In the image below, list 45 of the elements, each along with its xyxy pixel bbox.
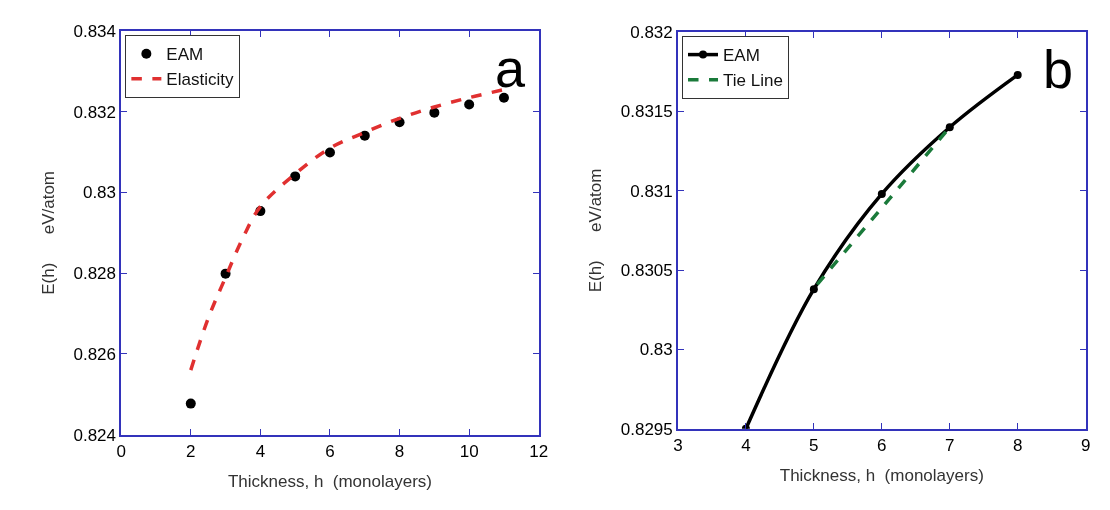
y-tick-label: 0.8315	[620, 102, 673, 122]
x-tick-label: 12	[529, 441, 549, 461]
x-tick-label: 7	[945, 435, 955, 455]
y-tick-label: 0.824	[73, 425, 117, 445]
legend-label: EAM	[723, 46, 760, 66]
x-tick-label: 5	[809, 435, 819, 455]
x-tick-label: 6	[325, 441, 335, 461]
x-tick-label: 10	[459, 441, 479, 461]
y-tick-label: 0.83	[82, 183, 117, 203]
y-axis-title: E(h) eV/atom	[585, 168, 605, 293]
y-tick-label: 0.83	[639, 340, 673, 360]
y-tick-label: 0.826	[73, 344, 117, 364]
legend-label: Elasticity	[166, 70, 234, 90]
point	[464, 99, 475, 110]
annotation: a	[495, 38, 526, 98]
point	[1013, 70, 1022, 79]
point	[324, 147, 335, 158]
point	[809, 285, 818, 294]
y-tick-label: 0.832	[73, 102, 117, 122]
y-tick-label: 0.831	[630, 181, 673, 201]
x-tick-label: 6	[877, 435, 887, 455]
legend-label: EAM	[166, 45, 204, 65]
x-tick-label: 4	[741, 435, 751, 455]
y-axis-title: E(h) eV/atom	[38, 171, 58, 295]
y-tick-label: 0.834	[73, 22, 117, 42]
x-axis-title: Thickness, h (monolayers)	[227, 471, 432, 491]
point	[877, 189, 886, 198]
point	[498, 92, 509, 103]
y-tick-label: 0.8295	[620, 419, 673, 439]
x-tick-label: 0	[116, 441, 126, 461]
annotation: b	[1043, 39, 1074, 99]
x-tick-label: 4	[255, 441, 266, 461]
x-axis-title: Thickness, h (monolayers)	[779, 465, 984, 485]
x-tick-label: 8	[394, 441, 405, 461]
y-tick-label: 0.832	[630, 23, 673, 43]
x-tick-label: 3	[673, 435, 683, 455]
x-tick-label: 9	[1080, 435, 1091, 455]
legend-label: Tie Line	[723, 71, 783, 91]
point	[185, 398, 196, 409]
y-tick-label: 0.828	[73, 264, 117, 284]
x-tick-label: 8	[1012, 435, 1023, 455]
x-tick-label: 2	[186, 441, 196, 461]
point	[945, 123, 954, 132]
y-tick-label: 0.8305	[620, 261, 673, 281]
point	[290, 171, 301, 182]
